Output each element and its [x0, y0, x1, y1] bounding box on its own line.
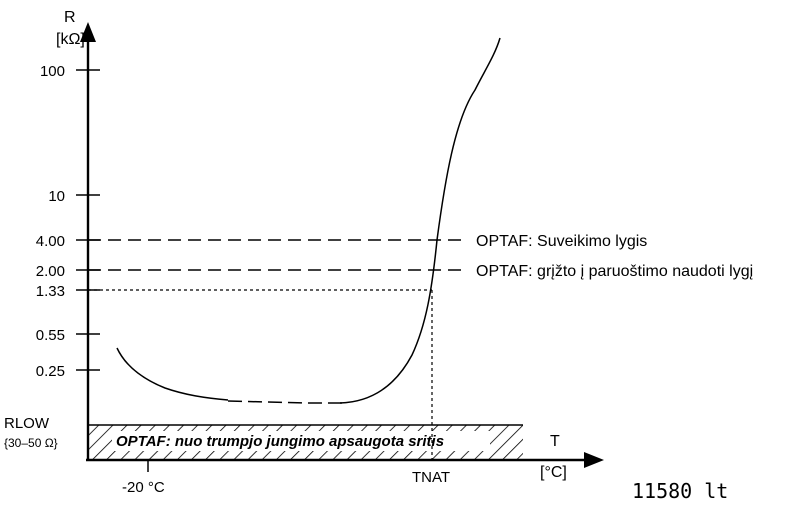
x-axis-title: T — [550, 433, 560, 450]
ref-line-2-label: OPTAF: grįžto į paruoštimo naudoti lygį — [476, 263, 753, 280]
y-tick-label-1-33: 1.33 — [36, 283, 65, 300]
y-axis-title: R — [64, 9, 76, 26]
y-tick-label-2: 2.00 — [36, 263, 65, 280]
curve-left — [116, 347, 229, 401]
x-tick-label-minus20: -20 °C — [122, 479, 165, 496]
hatched-region-text-bg — [112, 431, 490, 451]
rlow-range: {30–50 Ω} — [4, 436, 58, 450]
curve-flat — [227, 400, 345, 404]
y-tick-label-0-25: 0.25 — [36, 363, 65, 380]
y-ticks: 100 10 4.00 2.00 1.33 0.55 0.25 — [36, 63, 100, 380]
x-tick-label-tnat: TNAT — [412, 469, 450, 486]
y-tick-label-4: 4.00 — [36, 233, 65, 250]
curve-right — [339, 37, 501, 404]
x-axis-unit: [°C] — [540, 464, 567, 481]
y-axis-unit: [kΩ] — [56, 31, 85, 48]
x-axis-arrow — [584, 452, 604, 468]
y-tick-label-10: 10 — [48, 188, 65, 205]
ref-line-4-label: OPTAF: Suveikimo lygis — [476, 233, 647, 250]
y-tick-label-100: 100 — [40, 63, 65, 80]
rlow-label: RLOW — [4, 415, 50, 432]
y-axis-arrow — [80, 22, 96, 42]
y-tick-label-0-55: 0.55 — [36, 327, 65, 344]
hatched-region-label: OPTAF: nuo trumpjo jungimo apsaugota sri… — [116, 433, 444, 450]
document-id: 11580 lt — [632, 479, 728, 503]
